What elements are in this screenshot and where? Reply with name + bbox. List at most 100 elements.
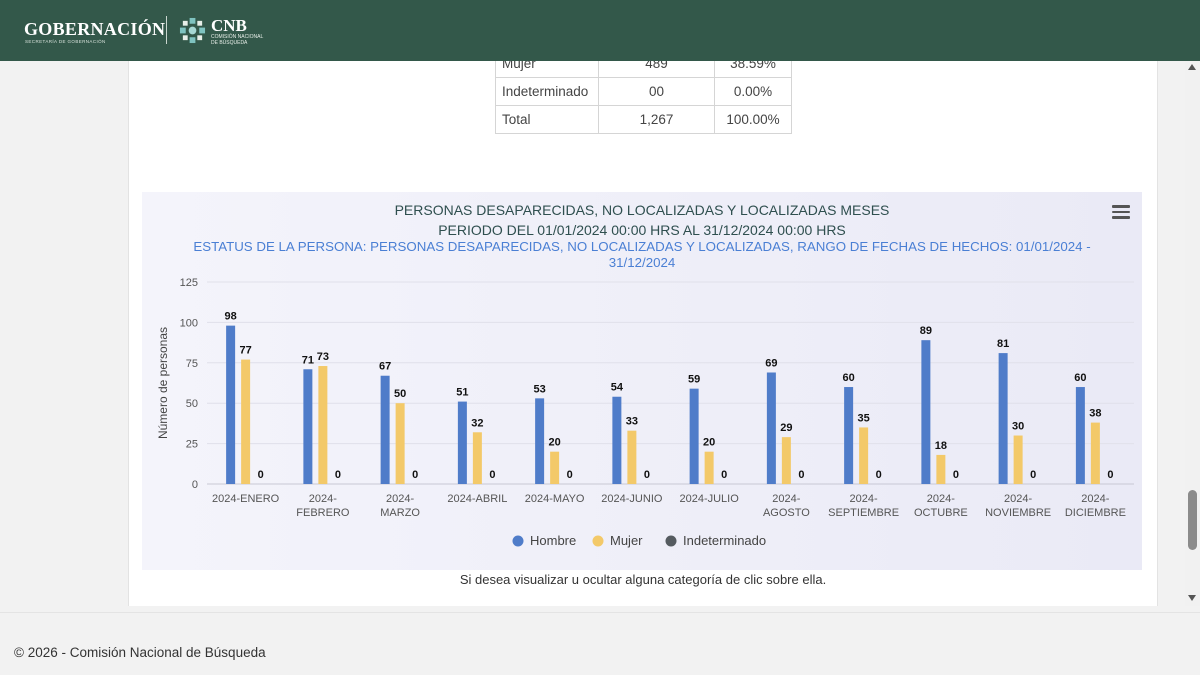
bar-data-label: 0	[798, 469, 804, 481]
bar-mujer	[627, 430, 637, 484]
scroll-up-arrow-icon[interactable]	[1188, 64, 1196, 70]
bar-data-label: 18	[935, 440, 947, 452]
x-tick-label: 2024-	[850, 493, 878, 505]
bar-hombre	[303, 369, 313, 484]
hamburger-menu-icon[interactable]	[1108, 202, 1134, 224]
table-cell: 489	[598, 61, 715, 78]
bar-hombre	[1075, 387, 1085, 484]
bar-mujer	[550, 451, 560, 484]
table-row: Indeterminado 00 0.00%	[495, 77, 792, 106]
bar-hombre	[226, 325, 236, 484]
bar-data-label: 0	[1107, 469, 1113, 481]
bar-data-label: 0	[567, 469, 573, 481]
bar-hombre	[689, 388, 699, 484]
gobernacion-subtitle: SECRETARÍA DE GOBERNACIÓN	[25, 39, 106, 44]
bar-data-label: 81	[997, 338, 1009, 350]
bar-data-label: 60	[843, 372, 855, 384]
bar-data-label: 60	[1074, 372, 1086, 384]
bar-hombre	[612, 396, 622, 484]
chart-period: PERIODO DEL 01/01/2024 00:00 HRS AL 31/1…	[438, 222, 846, 238]
bar-data-label: 0	[876, 469, 882, 481]
chart-subtitle-continued: 31/12/2024	[609, 255, 676, 270]
table-cell: 38.59%	[714, 61, 792, 78]
bar-mujer	[704, 451, 714, 484]
scroll-thumb[interactable]	[1188, 490, 1197, 550]
x-tick-label: 2024-	[1081, 493, 1109, 505]
bar-data-label: 0	[258, 469, 264, 481]
x-tick-label: FEBRERO	[296, 507, 350, 519]
x-tick-label: DICIEMBRE	[1065, 507, 1126, 519]
bar-mujer	[936, 454, 946, 484]
legend-marker-hombre[interactable]	[512, 535, 524, 547]
bar-data-label: 98	[225, 311, 237, 323]
cnb-subtitle: COMISIÓN NACIONAL DE BÚSQUEDA	[211, 34, 271, 46]
logo-divider	[166, 16, 167, 44]
bar-data-label: 0	[953, 469, 959, 481]
x-tick-label: 2024-	[927, 493, 955, 505]
bar-data-label: 77	[240, 345, 252, 357]
bar-data-label: 54	[611, 382, 624, 394]
x-tick-label: 2024-ABRIL	[447, 493, 507, 505]
bar-hombre	[998, 353, 1008, 484]
table-cell: Total	[495, 105, 599, 134]
cnb-logo-text[interactable]: CNB	[211, 16, 247, 35]
bar-data-label: 20	[703, 437, 715, 449]
bar-mujer	[472, 432, 482, 484]
bar-mujer	[395, 403, 405, 484]
bar-hombre	[380, 375, 390, 484]
legend-item-mujer[interactable]: Mujer	[610, 533, 643, 548]
table-cell: 1,267	[598, 105, 715, 134]
table-cell: Mujer	[495, 61, 599, 78]
legend-item-hombre[interactable]: Hombre	[530, 533, 576, 548]
x-tick-label: 2024-	[309, 493, 337, 505]
bar-data-label: 35	[858, 412, 870, 424]
table-cell: 100.00%	[714, 105, 792, 134]
footer-copyright: © 2026 - Comisión Nacional de Búsqueda	[14, 645, 266, 660]
bar-data-label: 59	[688, 374, 700, 386]
bar-hombre	[766, 372, 776, 484]
bar-data-label: 38	[1089, 408, 1101, 420]
cnb-emblem-icon	[179, 17, 206, 44]
y-tick-label: 125	[180, 277, 198, 289]
bar-hombre	[457, 401, 467, 484]
table-cell: Indeterminado	[495, 77, 599, 106]
bar-data-label: 0	[335, 469, 341, 481]
cnb-subtitle-line1: COMISIÓN NACIONAL	[211, 34, 264, 40]
bar-mujer	[1013, 435, 1023, 484]
scrollbar[interactable]	[1185, 61, 1200, 606]
bar-data-label: 29	[780, 422, 792, 434]
legend-marker-mujer[interactable]	[592, 535, 604, 547]
x-tick-label: 2024-JULIO	[679, 493, 739, 505]
bar-hombre	[921, 340, 931, 484]
bar-mujer	[241, 359, 251, 484]
x-tick-label: 2024-	[772, 493, 800, 505]
bar-hombre	[844, 387, 854, 484]
chart-panel: PERSONAS DESAPARECIDAS, NO LOCALIZADAS Y…	[142, 192, 1142, 570]
bar-data-label: 30	[1012, 421, 1024, 433]
bar-data-label: 20	[549, 437, 561, 449]
legend-item-indeterminado[interactable]: Indeterminado	[683, 533, 766, 548]
bar-data-label: 32	[471, 417, 483, 429]
bar-mujer	[1090, 422, 1100, 484]
y-tick-label: 75	[186, 358, 198, 370]
scroll-down-arrow-icon[interactable]	[1188, 595, 1196, 601]
x-tick-label: NOVIEMBRE	[985, 507, 1051, 519]
bar-data-label: 89	[920, 325, 932, 337]
y-axis-label: Número de personas	[156, 327, 170, 439]
x-tick-label: MARZO	[380, 507, 420, 519]
bar-data-label: 71	[302, 354, 314, 366]
bar-data-label: 0	[1030, 469, 1036, 481]
cnb-subtitle-line2: DE BÚSQUEDA	[211, 39, 248, 46]
bar-data-label: 67	[379, 361, 391, 373]
x-tick-label: 2024-	[1004, 493, 1032, 505]
bar-data-label: 53	[534, 383, 546, 395]
x-tick-label: 2024-ENERO	[212, 493, 280, 505]
legend-marker-indeterminado[interactable]	[665, 535, 677, 547]
bar-mujer	[318, 366, 328, 484]
x-tick-label: OCTUBRE	[914, 507, 968, 519]
bar-hombre	[535, 398, 545, 484]
chart-help-note: Si desea visualizar u ocultar alguna cat…	[459, 572, 827, 587]
gobernacion-logo[interactable]: GOBERNACIÓN	[24, 19, 166, 39]
y-tick-label: 25	[186, 439, 198, 451]
x-tick-label: SEPTIEMBRE	[828, 507, 899, 519]
